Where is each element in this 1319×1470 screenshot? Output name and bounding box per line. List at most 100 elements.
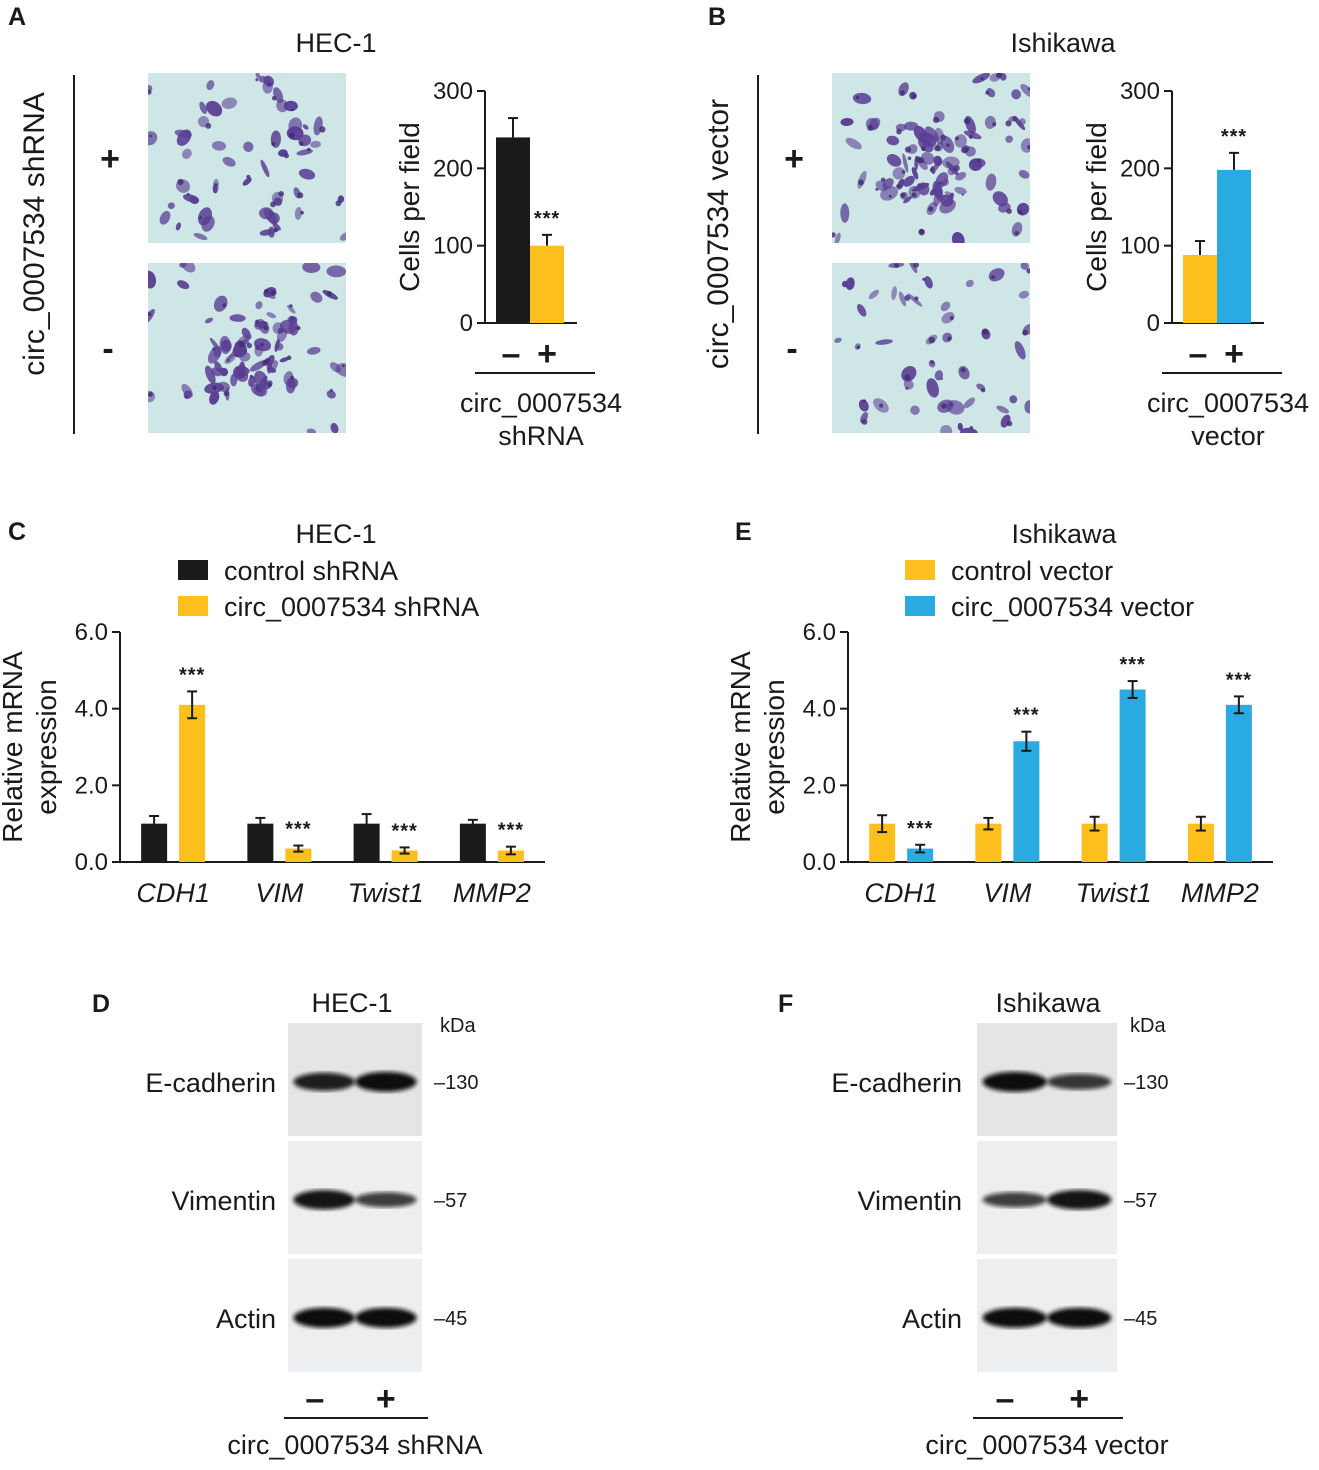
y-tick-label: 2.0 [803,772,836,799]
cell-blob [903,196,912,204]
cell-blob [255,73,261,79]
cell-nucleus [1005,120,1012,127]
cell-blob [272,322,284,335]
cell-blob [177,280,190,290]
cell-nucleus [858,179,864,186]
panel-b-title: Ishikawa [1010,28,1116,58]
cell-nucleus [212,385,217,391]
legend-swatch [905,596,935,616]
cell-blob [266,360,272,374]
cell-nucleus [255,319,259,324]
cell-nucleus [335,200,342,207]
cell-blob [852,92,872,105]
cell-blob [220,339,232,352]
cell-nucleus [907,156,912,161]
cell-blob [903,175,915,187]
x-group-label: shRNA [498,421,584,451]
cell-blob [198,207,212,226]
cell-nucleus [300,210,304,215]
cell-blob [339,232,346,241]
cell-nucleus [148,276,149,279]
cell-blob [302,263,321,274]
significance-label: *** [391,820,417,842]
cell-nucleus [900,90,905,96]
blot-band [355,1192,417,1208]
protein-label: Vimentin [857,1186,962,1216]
cell-nucleus [896,184,900,189]
panel-letter-e: E [735,518,752,546]
micrograph-cells [832,73,1030,243]
cell-blob [834,232,841,243]
cell-blob [1014,341,1026,360]
bar-mmp2-series-1 [497,850,524,862]
cell-blob [229,314,246,322]
blot-x-label: circ_0007534 shRNA [227,1430,482,1460]
cell-blob [939,199,956,214]
bar-chart-b: 0 100 200 300 Cells per field – *** + circ_00075… [1081,78,1309,451]
cell-blob [1011,222,1023,237]
cell-blob [219,367,229,377]
marker-label: –130 [434,1072,479,1094]
y-tick-label: 4.0 [75,696,108,723]
cell-blob [908,263,918,274]
cell-nucleus [148,89,152,95]
bar-minus [1183,254,1217,323]
cell-nucleus [289,132,295,139]
marker-label: –57 [434,1190,467,1212]
cell-nucleus [905,386,909,390]
micrograph-b-minus [832,263,1030,433]
cell-nucleus [222,303,227,308]
cell-nucleus [223,390,229,397]
cell-nucleus [941,403,947,409]
cell-nucleus [329,388,333,392]
cell-blob [940,301,951,312]
y-tick-label: 0 [460,310,473,337]
cell-nucleus [238,341,245,348]
cell-nucleus [327,291,332,296]
micrograph-cells [148,73,346,241]
cell-nucleus [1006,420,1013,427]
cell-blob [1018,169,1030,179]
bar-plus [530,245,564,323]
cell-blob [222,156,236,167]
blot-band [1047,1073,1112,1090]
cell-nucleus [947,336,952,341]
panel-a-condition-label: circ_0007534 shRNA [18,92,51,376]
cell-nucleus [911,192,917,198]
y-tick-label: 100 [1120,233,1160,260]
cell-blob [935,172,949,188]
cell-blob [891,286,897,301]
cell-nucleus [933,116,940,123]
cell-nucleus [1027,144,1030,150]
cell-blob [213,295,228,312]
cell-nucleus [922,277,926,281]
panel-f-title: Ishikawa [995,988,1101,1018]
cell-nucleus [962,146,969,153]
cell-blob [307,346,321,355]
cell-nucleus [992,122,997,127]
cell-nucleus [930,360,934,364]
cell-nucleus [912,94,917,98]
blot-x-label: circ_0007534 vector [925,1430,1168,1460]
cell-blob [189,196,200,204]
cell-nucleus [205,123,212,129]
cell-nucleus [961,193,964,196]
cell-nucleus [290,375,294,380]
cell-nucleus [991,275,995,280]
cell-blob [937,194,945,201]
significance-label: *** [1226,669,1252,691]
blot-band [982,1192,1047,1208]
y-tick-label: 100 [433,233,473,260]
bar-twist1-series-1 [1119,689,1146,862]
cell-nucleus [286,355,292,361]
bar-minus [496,137,530,323]
cell-nucleus [289,304,293,308]
y-tick-label: 6.0 [803,619,836,646]
bar-chart-a: 0 100 200 300 Cells per field – *** + circ_00075… [394,78,622,451]
cell-nucleus [888,194,892,198]
cell-nucleus [249,374,253,379]
cell-blob [287,304,296,314]
panel-a: A HEC-1 circ_0007534 shRNA + - 0 100 200 30… [8,3,622,451]
cell-blob [288,320,299,336]
cell-blob [259,207,274,220]
